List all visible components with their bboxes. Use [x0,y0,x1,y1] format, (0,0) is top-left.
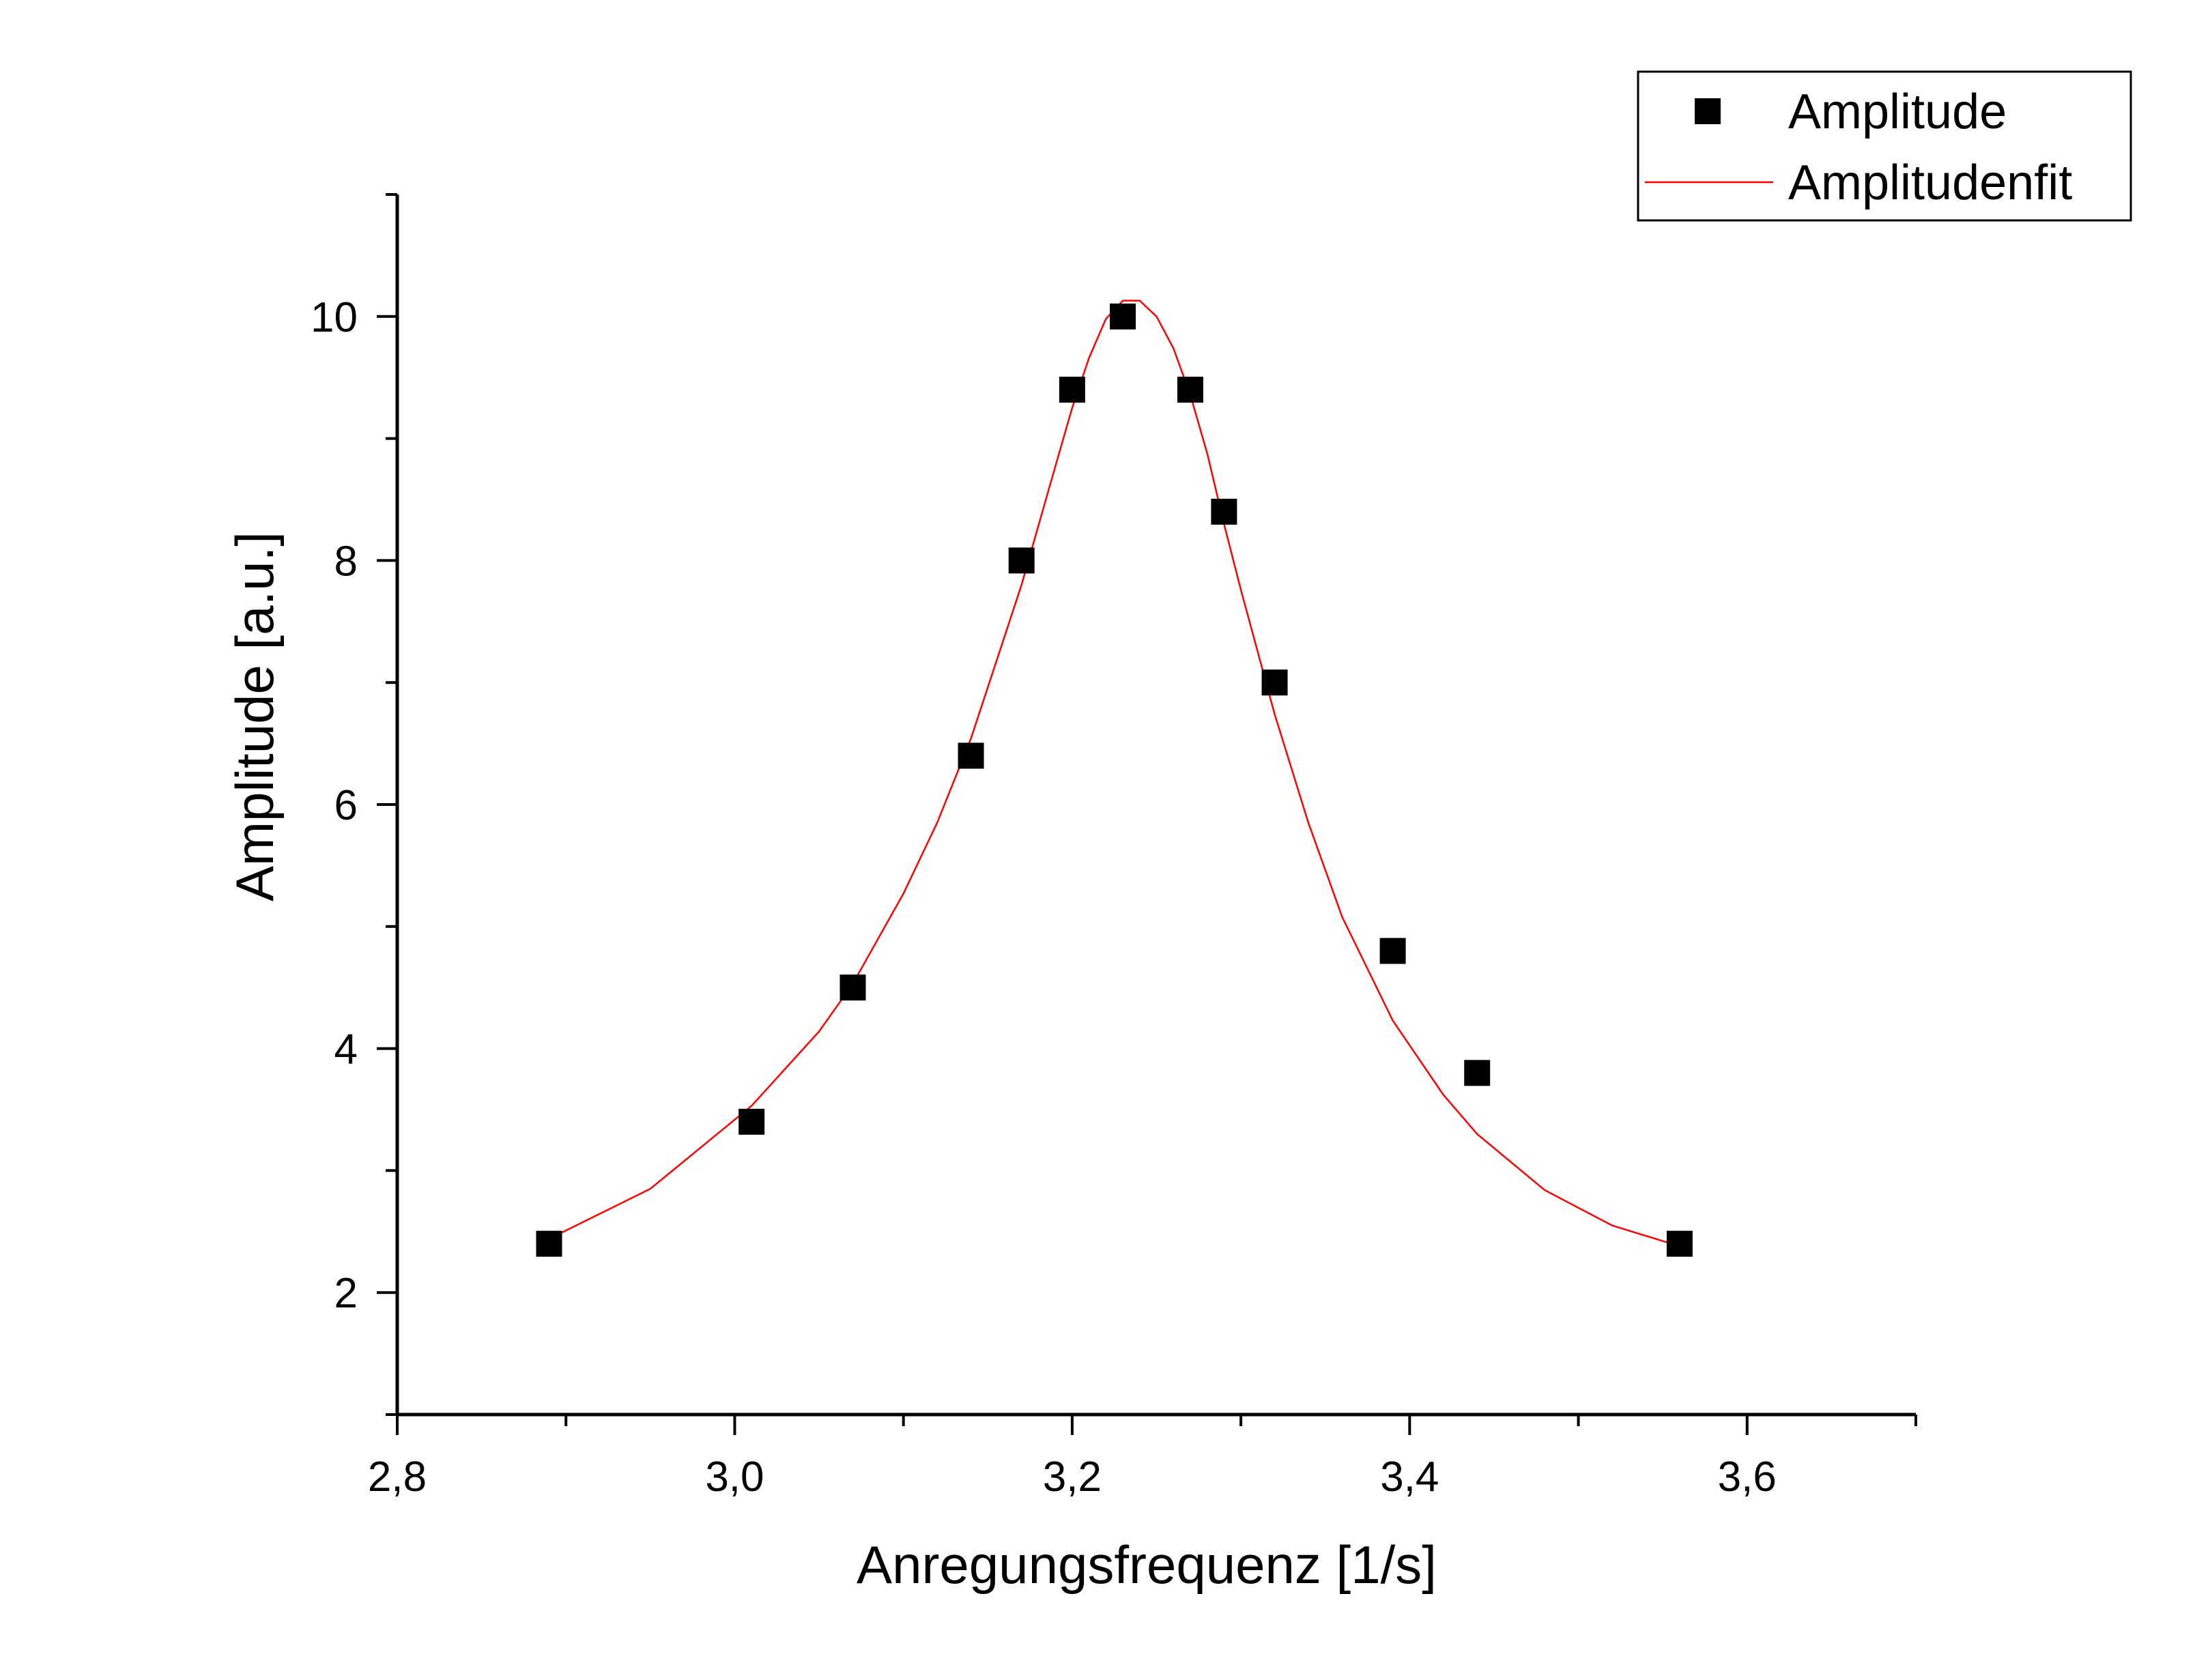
data-point [958,742,984,769]
data-point [738,1108,765,1135]
data-point [1379,938,1406,964]
y-tick-label: 10 [311,294,358,341]
legend-label-amplitudenfit: Amplitudenfit [1788,156,2072,210]
data-point [840,974,866,1001]
legend-box [1637,70,2132,222]
y-tick-label: 4 [334,1026,358,1073]
legend-marker-square [1695,98,1721,124]
x-axis-title: Anregungsfrequenz [1/s] [857,1535,1437,1595]
data-point [1211,498,1237,525]
data-point [1261,669,1288,696]
data-point [536,1230,562,1257]
fit-line [548,300,1680,1247]
data-point [1110,303,1136,330]
legend-label-amplitude: Amplitude [1788,85,2007,139]
x-tick-label: 3,4 [1380,1453,1439,1501]
data-point [1059,377,1085,403]
y-tick-label: 8 [334,538,358,585]
x-tick-label: 3,0 [705,1453,764,1501]
data-point [1008,547,1035,574]
legend: Amplitude Amplitudenfit [1637,70,2132,222]
data-points [536,303,1693,1257]
y-tick-label: 2 [334,1270,358,1317]
x-tick-label: 3,6 [1718,1453,1777,1501]
x-tick-label: 3,2 [1043,1453,1102,1501]
y-axis-ticks: 2 4 6 8 10 [311,193,397,1416]
x-axis-ticks: 2,8 3,0 3,2 3,4 3,6 [368,1415,1917,1501]
x-tick-label: 2,8 [368,1453,427,1501]
data-point [1177,377,1203,403]
y-axis-title: Amplitude [a.u.] [225,532,285,901]
data-point [1464,1060,1491,1086]
data-point [1666,1230,1693,1257]
y-tick-label: 6 [334,782,358,829]
